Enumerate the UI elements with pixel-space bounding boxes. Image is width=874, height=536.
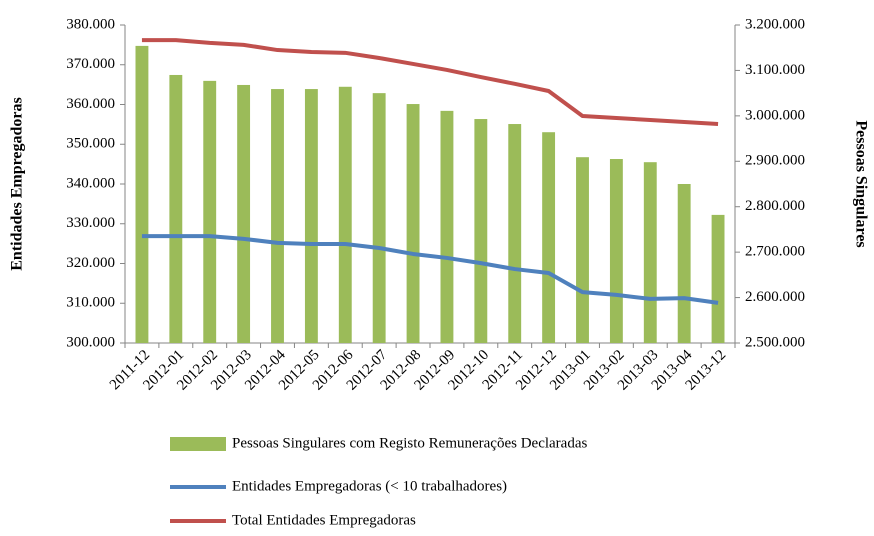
y-tick-label: 330.000 — [66, 215, 115, 231]
bar — [542, 132, 556, 343]
legend-label: Total Entidades Empregadoras — [232, 512, 416, 528]
bar — [440, 110, 454, 343]
legend-label: Entidades Empregadoras (< 10 trabalhador… — [232, 478, 507, 494]
line — [141, 38, 719, 126]
y2-tick-label: 2.500.000 — [745, 334, 805, 350]
y2-tick-label: 3.100.000 — [745, 62, 805, 78]
y-axis-title: Entidades Empregadoras — [9, 97, 26, 271]
line — [141, 234, 719, 305]
y-tick-label: 370.000 — [66, 56, 115, 72]
bar — [135, 45, 149, 343]
bar — [711, 214, 725, 343]
bar — [338, 86, 352, 343]
bar — [609, 159, 623, 343]
y2-tick-label: 2.600.000 — [745, 289, 805, 305]
y2-axis-title: Pessoas Singulares — [852, 120, 869, 247]
y2-tick-label: 2.700.000 — [745, 244, 805, 260]
y-tick-label: 350.000 — [66, 136, 115, 152]
bar — [643, 162, 657, 343]
y2-tick-label: 2.900.000 — [745, 153, 805, 169]
y-tick-label: 300.000 — [66, 334, 115, 350]
bar — [576, 157, 589, 343]
bar — [508, 124, 522, 343]
y-tick-label: 380.000 — [66, 16, 115, 32]
y2-tick-label: 2.800.000 — [745, 198, 805, 214]
bar — [169, 74, 183, 343]
legend-label: Pessoas Singulares com Registo Remuneraç… — [232, 435, 587, 451]
bar — [474, 119, 488, 343]
bar — [203, 80, 217, 344]
bar — [372, 93, 386, 344]
bar — [271, 89, 284, 343]
y-tick-label: 320.000 — [66, 255, 115, 271]
bar — [406, 104, 420, 343]
y-tick-label: 340.000 — [66, 175, 115, 191]
bar — [304, 89, 318, 343]
y-tick-label: 310.000 — [66, 295, 115, 311]
y2-tick-label: 3.000.000 — [745, 107, 805, 123]
y2-tick-label: 3.200.000 — [745, 16, 805, 32]
bar — [677, 184, 691, 343]
legend-swatch — [170, 437, 226, 451]
bar — [237, 84, 251, 344]
y-tick-label: 360.000 — [66, 96, 115, 112]
